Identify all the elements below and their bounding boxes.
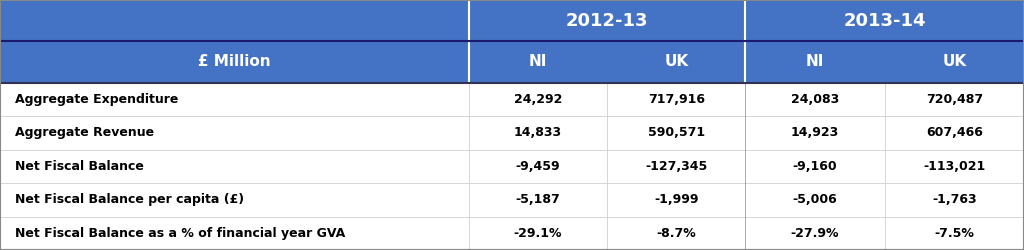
Bar	[885, 116, 1024, 150]
Bar	[0, 116, 469, 150]
Text: -5,187: -5,187	[516, 193, 560, 206]
Text: 720,487: 720,487	[926, 93, 983, 106]
Bar	[745, 0, 1024, 41]
Text: -127,345: -127,345	[645, 160, 708, 173]
Bar	[745, 216, 885, 250]
Text: 24,292: 24,292	[514, 93, 562, 106]
Bar	[469, 0, 745, 41]
Bar	[745, 183, 885, 216]
Text: Aggregate Expenditure: Aggregate Expenditure	[15, 93, 179, 106]
Bar	[469, 116, 607, 150]
Bar	[469, 150, 607, 183]
Bar	[745, 150, 885, 183]
Text: 14,833: 14,833	[514, 126, 562, 139]
Text: 590,571: 590,571	[648, 126, 705, 139]
Bar	[0, 82, 469, 116]
Bar	[469, 82, 607, 116]
Bar	[607, 150, 745, 183]
Text: 24,083: 24,083	[791, 93, 840, 106]
Bar	[607, 116, 745, 150]
Text: 607,466: 607,466	[926, 126, 983, 139]
Text: -7.5%: -7.5%	[935, 227, 974, 240]
Bar	[745, 41, 885, 82]
Text: Net Fiscal Balance as a % of financial year GVA: Net Fiscal Balance as a % of financial y…	[15, 227, 346, 240]
Bar	[885, 41, 1024, 82]
Bar	[469, 183, 607, 216]
Bar	[0, 216, 469, 250]
Text: -1,999: -1,999	[654, 193, 698, 206]
Text: £ Million: £ Million	[199, 54, 270, 69]
Bar	[885, 216, 1024, 250]
Bar	[607, 41, 745, 82]
Bar	[745, 116, 885, 150]
Bar	[607, 82, 745, 116]
Text: NI: NI	[529, 54, 547, 69]
Bar	[607, 216, 745, 250]
Text: NI: NI	[806, 54, 824, 69]
Text: 717,916: 717,916	[648, 93, 705, 106]
Bar	[745, 82, 885, 116]
Bar	[885, 150, 1024, 183]
Text: Net Fiscal Balance per capita (£): Net Fiscal Balance per capita (£)	[15, 193, 245, 206]
Bar	[885, 82, 1024, 116]
Text: Aggregate Revenue: Aggregate Revenue	[15, 126, 155, 139]
Text: 2013-14: 2013-14	[844, 12, 926, 30]
Bar	[469, 216, 607, 250]
Text: -27.9%: -27.9%	[791, 227, 840, 240]
Text: -1,763: -1,763	[932, 193, 977, 206]
Bar	[0, 0, 469, 41]
Bar	[607, 183, 745, 216]
Text: -9,160: -9,160	[793, 160, 838, 173]
Bar	[0, 41, 469, 82]
Text: -5,006: -5,006	[793, 193, 838, 206]
Text: Net Fiscal Balance: Net Fiscal Balance	[15, 160, 144, 173]
Text: UK: UK	[665, 54, 688, 69]
Bar	[0, 150, 469, 183]
Text: 2012-13: 2012-13	[566, 12, 648, 30]
Text: -29.1%: -29.1%	[514, 227, 562, 240]
Text: -113,021: -113,021	[924, 160, 985, 173]
Text: UK: UK	[942, 54, 967, 69]
Text: -8.7%: -8.7%	[656, 227, 696, 240]
Text: 14,923: 14,923	[791, 126, 840, 139]
Bar	[0, 183, 469, 216]
Bar	[469, 41, 607, 82]
Bar	[885, 183, 1024, 216]
Text: -9,459: -9,459	[516, 160, 560, 173]
